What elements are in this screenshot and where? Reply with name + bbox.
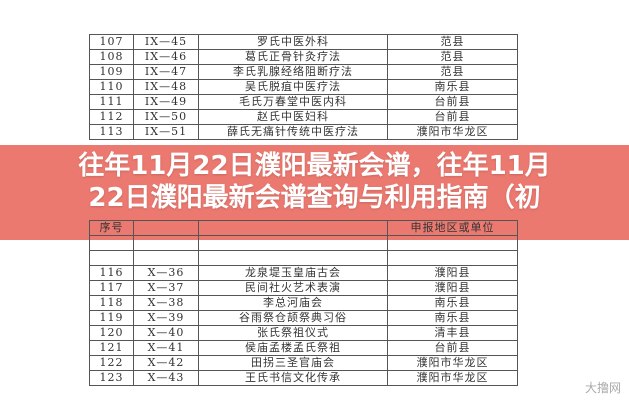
- table-cell: 侯庙孟楼孟氏祭祖: [198, 340, 388, 356]
- table-cell: 台前县: [387, 94, 518, 110]
- table-cell: 毛氏万春堂中医内科: [198, 94, 388, 110]
- table-cell: 台前县: [387, 340, 518, 356]
- table-cell: 120: [89, 325, 134, 341]
- table-row: 121 X—41 侯庙孟楼孟氏祭祖 台前县: [89, 340, 518, 356]
- table-cell: X—43: [133, 370, 199, 386]
- table-cell: X—39: [133, 310, 199, 326]
- table-cell: 申报地区或单位: [387, 220, 518, 236]
- table-cell: 南乐县: [387, 79, 518, 95]
- table-cell: 111: [89, 94, 134, 110]
- heritage-table-bottom: 序号 申报地区或单位 116 X—36 龙泉堤玉皇庙古会 濮阳县 117 X—37 民间社火艺术…: [89, 220, 518, 386]
- table-cell: 113: [89, 124, 134, 140]
- table-cell: 107: [89, 34, 134, 50]
- table-cell: [89, 250, 134, 266]
- table-cell: 122: [89, 355, 134, 371]
- table-cell: 序号: [89, 220, 134, 236]
- table-row: [89, 235, 518, 251]
- table-cell: IX—51: [133, 124, 199, 140]
- table-cell: 112: [89, 109, 134, 125]
- table-cell: 117: [89, 280, 134, 296]
- table-cell: IX—50: [133, 109, 199, 125]
- table-cell: IX—47: [133, 64, 199, 80]
- table-cell: 108: [89, 49, 134, 65]
- table-cell: IX—49: [133, 94, 199, 110]
- table-cell: 118: [89, 295, 134, 311]
- table-cell: 濮阳市华龙区: [387, 124, 518, 140]
- table-row: 123 X—43 王氏书信文化传承 濮阳市华龙区: [89, 370, 518, 386]
- table-cell: 濮阳市华龙区: [387, 355, 518, 371]
- table-cell: [198, 220, 388, 236]
- table-cell: 龙泉堤玉皇庙古会: [198, 265, 388, 281]
- table-row: 113 IX—51 薛氏无痛针传统中医疗法 濮阳市华龙区: [89, 124, 518, 140]
- table-cell: 109: [89, 64, 134, 80]
- table-row: 107 IX—45 罗氏中医外科 范县: [89, 34, 518, 50]
- table-row: 108 IX—46 葛氏正骨针灸疗法 范县: [89, 49, 518, 65]
- table-cell: 王氏书信文化传承: [198, 370, 388, 386]
- table-cell: IX—48: [133, 79, 199, 95]
- table-cell: [387, 250, 518, 266]
- table-row: 112 IX—50 赵氏中医妇科 台前县: [89, 109, 518, 125]
- table-row: 117 X—37 民间社火艺术表演 濮阳县: [89, 280, 518, 296]
- table-row: 119 X—39 谷雨祭仓颉祭典习俗 南乐县: [89, 310, 518, 326]
- table-cell: 清丰县: [387, 325, 518, 341]
- table-cell: 濮阳县: [387, 280, 518, 296]
- table-cell: [89, 235, 134, 251]
- table-cell: X—38: [133, 295, 199, 311]
- table-cell: 119: [89, 310, 134, 326]
- table-row: 110 IX—48 吴氏脱疽中医疗法 南乐县: [89, 79, 518, 95]
- table-cell: IX—46: [133, 49, 199, 65]
- table-row: 序号 申报地区或单位: [89, 220, 518, 236]
- table-cell: 葛氏正骨针灸疗法: [198, 49, 388, 65]
- table-cell: 121: [89, 340, 134, 356]
- table-cell: [133, 235, 199, 251]
- table-row: [89, 250, 518, 266]
- table-cell: 濮阳县: [387, 265, 518, 281]
- table-cell: X—37: [133, 280, 199, 296]
- title-line-2: 22日濮阳最新会谱查询与利用指南（初: [88, 183, 541, 213]
- table-row: 109 IX—47 李氏乳腺经络阻断疗法 范县: [89, 64, 518, 80]
- article-title[interactable]: 往年11月22日濮阳最新会谱，往年11月 22日濮阳最新会谱查询与利用指南（初: [0, 150, 629, 214]
- table-cell: 民间社火艺术表演: [198, 280, 388, 296]
- watermark: 大撸网: [584, 381, 621, 395]
- title-line-1: 往年11月22日濮阳最新会谱，往年11月: [78, 151, 551, 181]
- table-cell: 李氏乳腺经络阻断疗法: [198, 64, 388, 80]
- table-cell: 谷雨祭仓颉祭典习俗: [198, 310, 388, 326]
- table-cell: [198, 250, 388, 266]
- table-cell: X—36: [133, 265, 199, 281]
- table-row: 120 X—40 张氏祭祖仪式 清丰县: [89, 325, 518, 341]
- table-cell: 张氏祭祖仪式: [198, 325, 388, 341]
- table-cell: 范县: [387, 64, 518, 80]
- table-cell: [387, 235, 518, 251]
- table-cell: 123: [89, 370, 134, 386]
- table-cell: 台前县: [387, 109, 518, 125]
- table-cell: 吴氏脱疽中医疗法: [198, 79, 388, 95]
- table-cell: 南乐县: [387, 295, 518, 311]
- table-cell: 李总河庙会: [198, 295, 388, 311]
- table-row: 116 X—36 龙泉堤玉皇庙古会 濮阳县: [89, 265, 518, 281]
- table-cell: 薛氏无痛针传统中医疗法: [198, 124, 388, 140]
- table-row: 111 IX—49 毛氏万春堂中医内科 台前县: [89, 94, 518, 110]
- table-cell: 南乐县: [387, 310, 518, 326]
- table-cell: 110: [89, 79, 134, 95]
- table-cell: 濮阳市华龙区: [387, 370, 518, 386]
- table-cell: 田拐三圣官庙会: [198, 355, 388, 371]
- table-cell: 范县: [387, 34, 518, 50]
- table-cell: X—40: [133, 325, 199, 341]
- table-cell: 赵氏中医妇科: [198, 109, 388, 125]
- table-cell: X—42: [133, 355, 199, 371]
- table-cell: X—41: [133, 340, 199, 356]
- table-cell: 范县: [387, 49, 518, 65]
- table-cell: 116: [89, 265, 134, 281]
- table-cell: 罗氏中医外科: [198, 34, 388, 50]
- table-cell: [133, 220, 199, 236]
- table-cell: IX—45: [133, 34, 199, 50]
- table-cell: [133, 250, 199, 266]
- table-row: 122 X—42 田拐三圣官庙会 濮阳市华龙区: [89, 355, 518, 371]
- table-row: 118 X—38 李总河庙会 南乐县: [89, 295, 518, 311]
- table-cell: [198, 235, 388, 251]
- heritage-table-top: 107 IX—45 罗氏中医外科 范县 108 IX—46 葛氏正骨针灸疗法 范县 109 IX—…: [89, 34, 518, 140]
